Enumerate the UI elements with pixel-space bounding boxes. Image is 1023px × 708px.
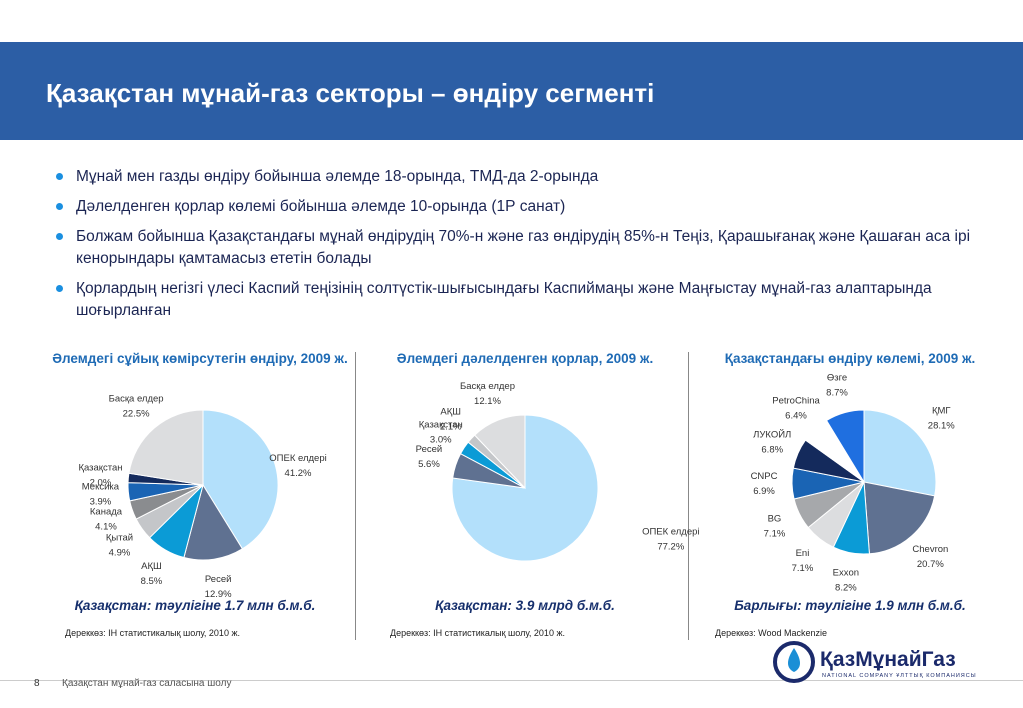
- slice-label: CNPC: [751, 471, 778, 482]
- slice-label: Ресей: [416, 444, 443, 455]
- bullet: Дәлелденген қорлар көлемі бойынша әлемде…: [54, 196, 984, 218]
- chart-source: Дереккөз: IH статистикалық шолу, 2010 ж.: [390, 628, 565, 638]
- slice-value: 6.4%: [785, 411, 807, 422]
- pie-slice: [473, 414, 526, 490]
- pie-slice: [128, 409, 204, 486]
- slice-value: 8.2%: [835, 582, 857, 593]
- slice-label: PetroChina: [772, 396, 820, 407]
- slice-value: 8.7%: [826, 388, 848, 399]
- slice-value: 28.1%: [928, 420, 955, 431]
- chart-caption: Барлығы: тәулігіне 1.9 млн б.м.б.: [734, 598, 966, 613]
- slice-label: Eni: [796, 548, 810, 559]
- slice-label: АҚШ: [440, 407, 461, 418]
- chart-caption: Қазақстан: 3.9 млрд б.м.б.: [435, 598, 615, 613]
- slice-label: ОПЕК елдері: [269, 453, 326, 464]
- chart-title: Әлемдегі сұйық көмірсутегін өндіру, 2009…: [52, 351, 348, 366]
- separator: [688, 352, 689, 640]
- footer-text: Қазақстан мұнай-газ саласына шолу: [62, 678, 232, 689]
- slice-label: Ресей: [205, 574, 232, 585]
- slice-label: Chevron: [912, 544, 948, 555]
- slice-label: ОПЕК елдері: [642, 526, 699, 537]
- slice-value: 7.1%: [792, 563, 814, 574]
- pie-slice: [202, 409, 279, 550]
- slide-title: Қазақстан мұнай-газ секторы – өндіру сег…: [46, 78, 655, 108]
- chart-title: Қазақстандағы өндіру көлемі, 2009 ж.: [724, 351, 976, 366]
- slice-value: 20.7%: [917, 559, 944, 570]
- slice-label: Мексика: [82, 481, 120, 492]
- logo-tagline: NATIONAL COMPANY ҰЛТТЫҚ КОМПАНИЯСЫ: [822, 673, 977, 679]
- bullet-list: Мұнай мен газды өндіру бойынша әлемде 18…: [54, 166, 984, 330]
- slice-label: ҚМГ: [932, 405, 951, 416]
- pie-slice: [863, 409, 937, 497]
- slice-value: 6.9%: [753, 486, 775, 497]
- footer-line: [0, 680, 1023, 681]
- slice-value: 8.5%: [141, 576, 163, 587]
- chart-title: Әлемдегі дәлелденген қорлар, 2009 ж.: [396, 351, 654, 366]
- chart-caption: Қазақстан: тәулігіне 1.7 млн б.м.б.: [74, 598, 316, 613]
- chart-source: Дереккөз: IH статистикалық шолу, 2010 ж.: [65, 628, 240, 638]
- slice-label: Қазақстан: [78, 462, 122, 473]
- bullet: Мұнай мен газды өндіру бойынша әлемде 18…: [54, 166, 984, 188]
- slice-label: АҚШ: [141, 561, 162, 572]
- slice-label: Exxon: [833, 567, 859, 578]
- slice-label: Басқа елдер: [109, 394, 164, 405]
- slice-value: 2.1%: [440, 422, 462, 433]
- slice-label: Басқа елдер: [460, 381, 515, 392]
- pie-slice: [863, 481, 936, 555]
- slice-value: 41.2%: [285, 468, 312, 479]
- title-bar: [0, 42, 1023, 140]
- slice-label: Қытай: [106, 532, 133, 543]
- bullet: Қорлардың негізгі үлесі Каспий теңізінің…: [54, 278, 984, 322]
- slice-value: 12.1%: [474, 396, 501, 407]
- slice-label: Қазақстан: [419, 419, 463, 430]
- slice-value: 7.1%: [764, 529, 786, 540]
- slice-value: 12.9%: [205, 589, 232, 600]
- slice-value: 22.5%: [123, 409, 150, 420]
- page-number: 8: [34, 678, 40, 689]
- slice-value: 77.2%: [657, 541, 684, 552]
- separator: [355, 352, 356, 640]
- slice-value: 6.8%: [761, 444, 783, 455]
- chart-source: Дереккөз: Wood Mackenzie: [715, 628, 827, 638]
- slice-label: Өзге: [827, 373, 847, 384]
- slice-value: 3.9%: [90, 496, 112, 507]
- slice-label: ЛУКОЙЛ: [753, 428, 791, 440]
- slice-label: Канада: [90, 507, 123, 518]
- slice-value: 2.0%: [90, 477, 112, 488]
- logo-name: ҚазМұнайГаз: [820, 648, 956, 671]
- slice-value: 4.9%: [109, 547, 131, 558]
- slice-value: 5.6%: [418, 459, 440, 470]
- pie-slice: [825, 409, 865, 484]
- bullet: Болжам бойынша Қазақстандағы мұнай өндір…: [54, 226, 984, 270]
- slice-value: 3.0%: [430, 434, 452, 445]
- logo-icon: [773, 641, 815, 683]
- slice-value: 4.1%: [95, 522, 117, 533]
- slice-label: BG: [768, 514, 782, 525]
